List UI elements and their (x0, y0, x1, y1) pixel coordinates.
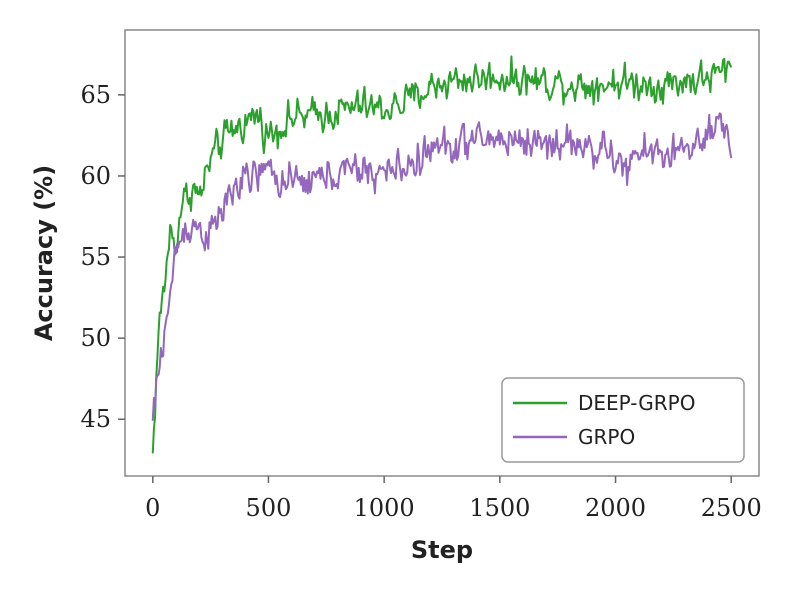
x-axis-label: Step (411, 536, 473, 564)
legend: DEEP-GRPO GRPO (501, 377, 745, 463)
x-tick-label: 0 (145, 494, 160, 522)
x-tick-label: 1500 (469, 494, 530, 522)
x-tick-label: 1000 (354, 494, 415, 522)
x-tick-label: 500 (246, 494, 292, 522)
series-layer (151, 55, 733, 454)
series-line-grpo (151, 112, 733, 421)
x-tick-label: 2500 (701, 494, 762, 522)
y-axis-ticks: 45 50 55 60 65 (80, 81, 125, 433)
y-tick-label: 60 (80, 162, 111, 190)
y-axis-label: Accuracy (%) (30, 165, 58, 341)
y-tick-label: 65 (80, 81, 111, 109)
x-tick-label: 2000 (585, 494, 646, 522)
plot-area (124, 29, 760, 477)
series-line-deep-grpo (151, 55, 733, 454)
legend-label-grpo: GRPO (578, 425, 635, 449)
x-axis-ticks: 0 500 1000 1500 2000 2500 (145, 476, 762, 522)
y-tick-label: 50 (80, 324, 111, 352)
legend-box (501, 377, 745, 463)
legend-label-deep-grpo: DEEP-GRPO (578, 391, 695, 415)
y-tick-label: 45 (80, 405, 111, 433)
y-tick-label: 55 (80, 243, 111, 271)
